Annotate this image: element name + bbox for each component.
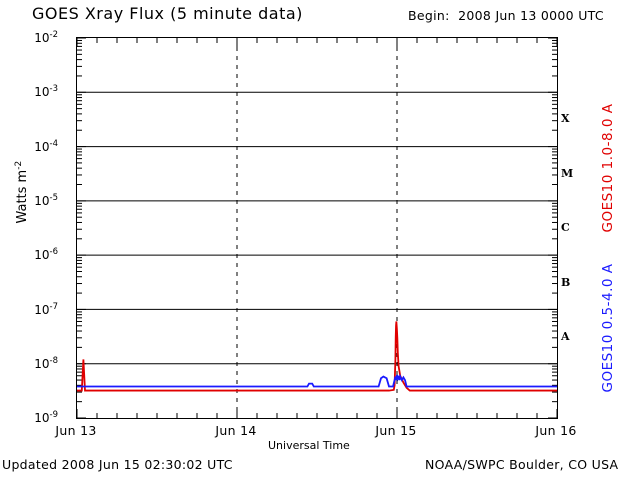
plot-svg bbox=[77, 38, 557, 418]
x-tick-label: Jun 15 bbox=[375, 423, 417, 438]
flare-class-label-c: C bbox=[561, 221, 570, 234]
begin-time-label: Begin: 2008 Jun 13 0000 UTC bbox=[408, 8, 604, 23]
updated-timestamp: Updated 2008 Jun 15 02:30:02 UTC bbox=[2, 457, 233, 472]
legend-long-channel: GOES10 1.0-8.0 A bbox=[600, 103, 616, 233]
plot-canvas bbox=[77, 38, 557, 418]
legend-short-channel: GOES10 0.5-4.0 A bbox=[600, 263, 616, 393]
y-axis-label-text: Watts m bbox=[15, 169, 31, 224]
x-tick-label: Jun 13 bbox=[55, 423, 97, 438]
y-tick-label: 10-4 bbox=[34, 139, 58, 154]
flare-class-label-m: M bbox=[561, 167, 574, 180]
x-tick-label: Jun 14 bbox=[215, 423, 257, 438]
y-axis-label-exponent: -2 bbox=[13, 160, 24, 170]
series-long-channel bbox=[77, 321, 557, 392]
series-short-channel bbox=[77, 373, 557, 388]
y-tick-label: 10-8 bbox=[34, 356, 58, 371]
y-tick-label: 10-2 bbox=[34, 30, 58, 45]
flare-class-label-b: B bbox=[561, 276, 571, 289]
plot-area bbox=[76, 37, 558, 419]
x-tick-label: Jun 16 bbox=[535, 423, 577, 438]
flare-class-label-a: A bbox=[561, 330, 570, 343]
page-title: GOES Xray Flux (5 minute data) bbox=[32, 4, 303, 23]
y-tick-label: 10-7 bbox=[34, 302, 58, 317]
y-tick-label: 10-3 bbox=[34, 84, 58, 99]
y-tick-label: 10-6 bbox=[34, 247, 58, 262]
y-tick-label: 10-9 bbox=[34, 410, 58, 425]
x-axis-label: Universal Time bbox=[268, 439, 350, 452]
y-axis-label: Watts m-2 bbox=[13, 152, 31, 232]
flare-class-label-x: X bbox=[561, 112, 570, 125]
y-tick-label: 10-5 bbox=[34, 193, 58, 208]
source-attribution: NOAA/SWPC Boulder, CO USA bbox=[425, 457, 619, 472]
